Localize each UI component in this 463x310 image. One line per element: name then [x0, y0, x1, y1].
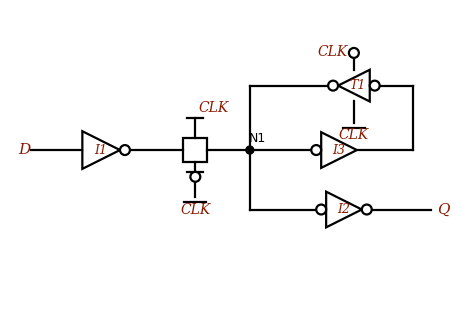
- Text: T1: T1: [350, 79, 366, 92]
- Circle shape: [246, 146, 254, 154]
- Text: CLK: CLK: [180, 202, 211, 216]
- Text: CLK: CLK: [317, 45, 347, 59]
- Circle shape: [311, 145, 321, 155]
- Text: CLK: CLK: [339, 128, 369, 142]
- Circle shape: [328, 81, 338, 91]
- Circle shape: [316, 205, 326, 215]
- Circle shape: [190, 172, 200, 182]
- Circle shape: [370, 81, 380, 91]
- Text: D: D: [18, 143, 30, 157]
- Circle shape: [349, 48, 359, 58]
- Text: I1: I1: [94, 144, 108, 157]
- Text: CLK: CLK: [198, 101, 228, 115]
- Text: I2: I2: [338, 203, 350, 216]
- Text: N1: N1: [249, 132, 266, 145]
- Circle shape: [120, 145, 130, 155]
- Text: I3: I3: [332, 144, 345, 157]
- Circle shape: [362, 205, 372, 215]
- Text: Q: Q: [437, 202, 449, 216]
- Bar: [183, 138, 207, 162]
